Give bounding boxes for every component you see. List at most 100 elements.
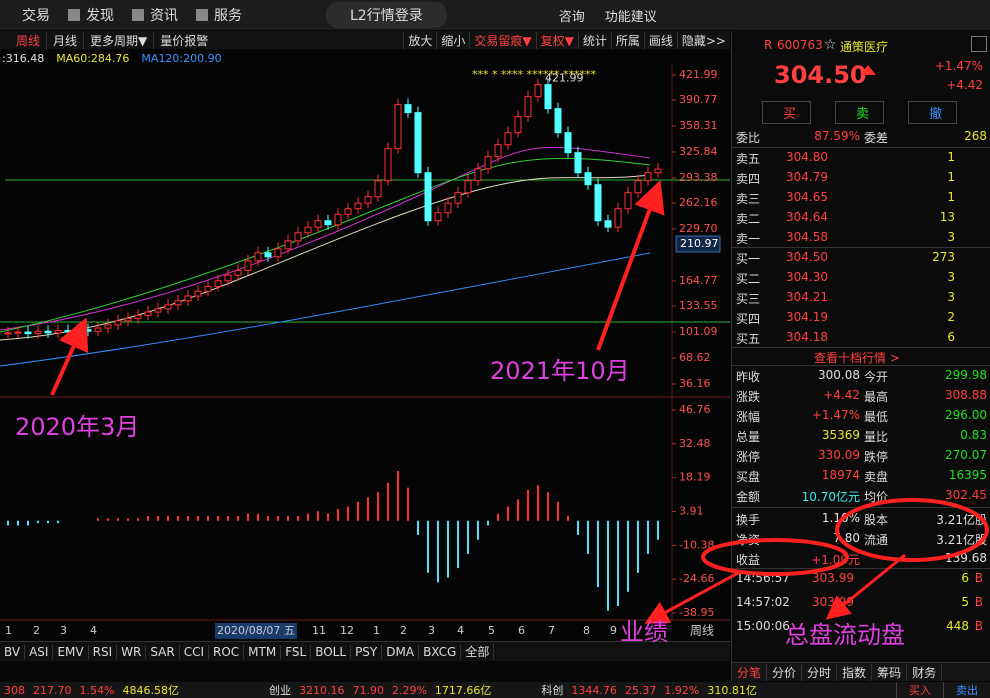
stock-flag: R [764,38,773,52]
trade-button[interactable]: 卖 [835,101,885,124]
book-volume: 3 [947,270,955,284]
status-cell: 1.54% [79,683,115,697]
indicator-tab[interactable]: BXCG [419,644,462,659]
y-tick-label: 421.99 [679,68,718,81]
candle [514,116,522,134]
book-volume: 1 [947,190,955,204]
change-pct: +1.47% [934,59,983,73]
period-tab[interactable]: 量价报警 [153,31,214,49]
book-price: 304.79 [786,170,828,184]
tool-button[interactable]: 复权▼ [535,31,578,49]
status-cell: 1717.66亿 [434,684,492,697]
book-label: 卖四 [736,172,761,186]
panel-tab[interactable]: 分时 [802,663,838,681]
tool-link[interactable]: 咨询 [558,9,585,25]
more-link[interactable]: 查看十档行情 > [814,351,900,365]
indicator-tabs: BV ASI EMV RSI WR SAR CCI ROC MTM FSL BOLL PSY DMA BX… [0,641,730,661]
tool-button[interactable]: 所属 [610,31,644,49]
stat-value: 3.21亿股 [936,533,987,547]
indicator-tab[interactable]: DMA [382,644,420,659]
stat-value: 3.21亿股 [936,513,987,527]
menu-item[interactable]: 发现 [64,5,128,25]
book-volume: 273 [932,250,955,264]
book-label: 卖一 [736,232,761,246]
panel-tab[interactable]: 分笔 [732,663,768,681]
x-tick-label: 11 [312,624,326,637]
y-tick-label: 293.38 [679,171,718,184]
indicator-tab[interactable]: PSY [351,644,383,659]
tool-link[interactable]: 功能建议 [604,9,657,25]
candle [654,168,662,174]
indicator-tab[interactable]: FSL [281,644,312,659]
status-cell: 310.81亿 [707,684,757,697]
panel-tab[interactable]: 分价 [767,663,803,681]
book-label: 卖二 [736,212,761,226]
period-tab[interactable]: 月线 [46,31,83,49]
candle [524,96,532,118]
trade-button[interactable]: 撤 [908,101,958,124]
candle [484,156,492,170]
indicator-tab[interactable]: EMV [53,644,89,659]
status-cell: 71.90 [352,683,384,697]
candle [294,232,302,242]
tool-button[interactable]: 统计 [577,31,611,49]
panel-tab[interactable]: 筹码 [872,663,908,681]
book-price: 304.18 [786,330,828,344]
candle [274,248,282,258]
tool-button[interactable]: 放大 [403,31,436,49]
tool-button[interactable]: 画线 [643,31,677,49]
period-tab[interactable]: 周线 [16,33,41,48]
stock-star[interactable]: ☆ [824,37,837,53]
status-button[interactable]: 卖出 [943,682,990,698]
panel-tab[interactable]: 财务 [907,663,943,681]
indicator-tab[interactable]: 全部 [461,643,495,660]
indicator-tab[interactable]: MTM [244,644,282,659]
tool-button[interactable]: 隐藏>> [676,31,730,49]
quote-panel: R 600763 ☆ 通策医疗 304.50 +1.47% +4.42 买卖撤委比 87.59%… [731,31,990,681]
indicator-tab[interactable]: ASI [25,644,54,659]
price-tag-label: 210.97 [680,237,719,250]
candle [574,152,582,174]
weibi-cell: 委差 [864,131,889,145]
x-tick-label: 12 [340,624,354,637]
stat-value: 299.98 [945,368,987,382]
stat-label: 净资 [736,533,761,547]
status-button[interactable]: 买入 [896,682,943,698]
stat-value: 16395 [948,468,987,482]
change: +4.42 [946,78,983,92]
candle [104,324,112,329]
indicator-tab[interactable]: BV [0,644,26,659]
menu-item[interactable]: 资讯 [128,5,192,25]
candle [24,331,32,335]
trade-button[interactable]: 买 [762,101,812,124]
candle [154,308,162,313]
indicator-tab[interactable]: SAR [146,644,180,659]
y-tick-label: 32.48 [679,437,711,450]
stat-label: 最高 [864,390,889,404]
login-button[interactable]: L2行情登录 [326,2,447,28]
menu-item[interactable]: 服务 [192,5,256,25]
indicator-tab[interactable]: CCI [180,644,209,659]
indicator-tab[interactable]: ROC [209,644,245,659]
candle [194,290,202,297]
book-volume: 2 [947,310,955,324]
indicator-tab[interactable]: WR [117,644,147,659]
indicator-tab[interactable]: BOLL [311,644,352,659]
tool-button[interactable]: 交易留痕▼ [469,31,535,49]
indicator-tab[interactable]: RSI [89,644,118,659]
candle [84,329,92,332]
candle [534,84,542,98]
period-tab[interactable]: 更多周期▼ [83,31,153,49]
panel-tab[interactable]: 指数 [837,663,873,681]
candle [134,314,142,319]
candle [584,172,592,186]
book-price: 304.64 [786,210,828,224]
stat-value: +1.09元 [811,553,860,567]
candle [34,330,42,335]
add-button[interactable] [971,36,987,52]
weibi-cell: 委比 [736,131,761,145]
menu-item[interactable]: 交易 [22,8,50,24]
tool-button[interactable]: 缩小 [436,31,469,49]
peak-label: 421.99 [545,72,584,85]
candle [454,192,462,204]
